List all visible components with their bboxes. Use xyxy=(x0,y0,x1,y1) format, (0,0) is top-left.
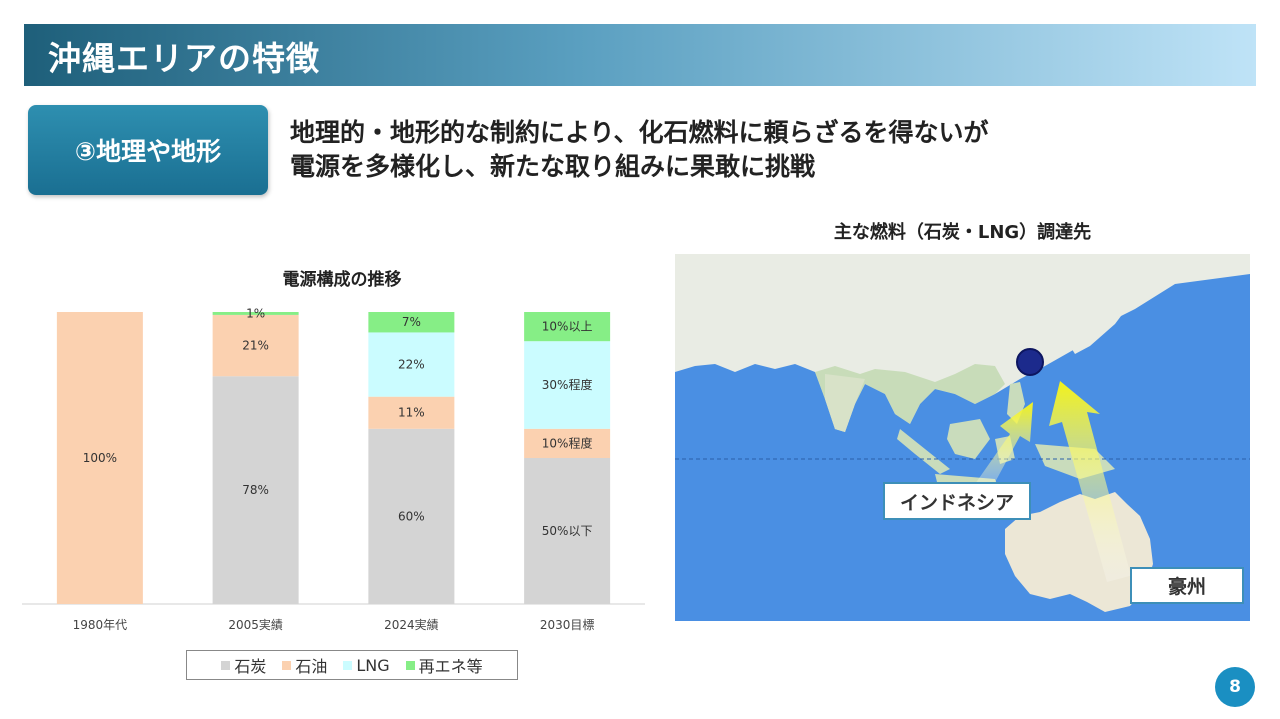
bar-segment-再エネ等-2005実績 xyxy=(212,312,299,315)
data-label: 10%以上 xyxy=(542,320,593,334)
indian-subcontinent xyxy=(825,374,865,432)
data-label: 11% xyxy=(398,406,425,420)
data-label: 10%程度 xyxy=(542,435,593,450)
fuel-source-map: インドネシア 豪州 xyxy=(675,254,1250,621)
page-number: 8 xyxy=(1215,667,1255,707)
legend-swatch-coal xyxy=(221,660,231,670)
bar-segment-LNG-2030目標 xyxy=(524,341,611,429)
page-title: 沖縄エリアの特徴 xyxy=(48,39,320,78)
section-badge-label: ③地理や地形 xyxy=(74,137,222,166)
data-label: 22% xyxy=(398,358,425,372)
bar-segment-石油-1980年代 xyxy=(56,312,143,604)
legend-label-oil: 石油 xyxy=(295,657,328,676)
chart-title: 電源構成の推移 xyxy=(282,270,402,290)
legend-swatch-oil xyxy=(282,660,292,670)
data-label: 1% xyxy=(246,306,265,320)
arrow-from-indonesia xyxy=(975,402,1033,494)
legend-swatch-lng xyxy=(343,660,353,670)
bar-segment-石炭-2005実績 xyxy=(212,376,299,604)
callout-indonesia: インドネシア xyxy=(883,482,1031,520)
bar-segment-石油-2024実績 xyxy=(368,396,455,429)
bar-segment-石油-2030目標 xyxy=(524,428,611,458)
bar-segment-石炭-2024実績 xyxy=(368,428,455,604)
map-graphic xyxy=(675,254,1250,621)
x-tick-label: 2005実績 xyxy=(228,617,283,632)
x-tick-label: 2024実績 xyxy=(384,617,439,632)
x-tick-label: 2030目標 xyxy=(540,618,595,632)
callout-australia: 豪州 xyxy=(1130,567,1244,604)
headline: 地理的・地形的な制約により、化石燃料に頼らざるを得ないが 電源を多様化し、新たな… xyxy=(290,116,1190,184)
okinawa-marker xyxy=(1016,348,1044,376)
bar-segment-石油-2005実績 xyxy=(212,314,299,377)
legend-item-coal: 石炭 xyxy=(221,653,266,677)
bar-segment-再エネ等-2024実績 xyxy=(368,312,455,333)
legend-label-lng: LNG xyxy=(356,655,390,675)
data-label: 60% xyxy=(398,509,425,523)
data-label: 30%程度 xyxy=(542,377,593,392)
power-mix-chart: 100% 1980年代 78% 21% 1% 2005実績 60% 11% 22% 7% 2024実… xyxy=(22,306,645,632)
legend-label-coal: 石炭 xyxy=(234,657,267,676)
bar-segment-再エネ等-2030目標 xyxy=(524,312,611,342)
legend-swatch-renewable xyxy=(405,660,415,670)
data-label: 78% xyxy=(242,483,269,497)
headline-line-2: 電源を多様化し、新たな取り組みに果敢に挑戦 xyxy=(290,152,816,181)
bar-segment-石炭-2030目標 xyxy=(524,458,611,604)
legend-item-renewable: 再エネ等 xyxy=(405,653,483,677)
arrow-from-australia xyxy=(1049,381,1137,582)
chart-legend: 石炭 石油 LNG 再エネ等 xyxy=(186,650,518,680)
data-label: 7% xyxy=(402,315,421,329)
data-label: 21% xyxy=(242,339,269,353)
bar-segment-LNG-2024実績 xyxy=(368,332,455,397)
section-badge: ③地理や地形 xyxy=(28,105,268,195)
title-bar: 沖縄エリアの特徴 xyxy=(24,24,1256,86)
map-title: 主な燃料（石炭・LNG）調達先 xyxy=(833,222,1092,243)
data-label: 100% xyxy=(83,451,117,465)
x-tick-label: 1980年代 xyxy=(73,618,128,632)
data-label: 50%以下 xyxy=(542,524,593,538)
legend-item-oil: 石油 xyxy=(282,653,327,677)
legend-label-renewable: 再エネ等 xyxy=(418,657,483,676)
japan xyxy=(1070,284,1130,354)
headline-line-1: 地理的・地形的な制約により、化石燃料に頼らざるを得ないが xyxy=(290,118,989,147)
legend-item-lng: LNG xyxy=(343,655,390,675)
